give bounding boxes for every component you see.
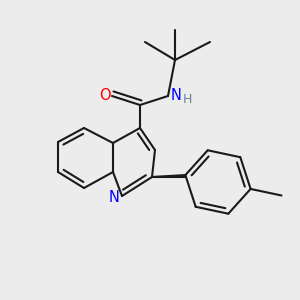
Text: N: N: [109, 190, 119, 205]
Text: O: O: [100, 88, 111, 103]
Text: N: N: [170, 88, 181, 103]
Text: H: H: [183, 92, 192, 106]
